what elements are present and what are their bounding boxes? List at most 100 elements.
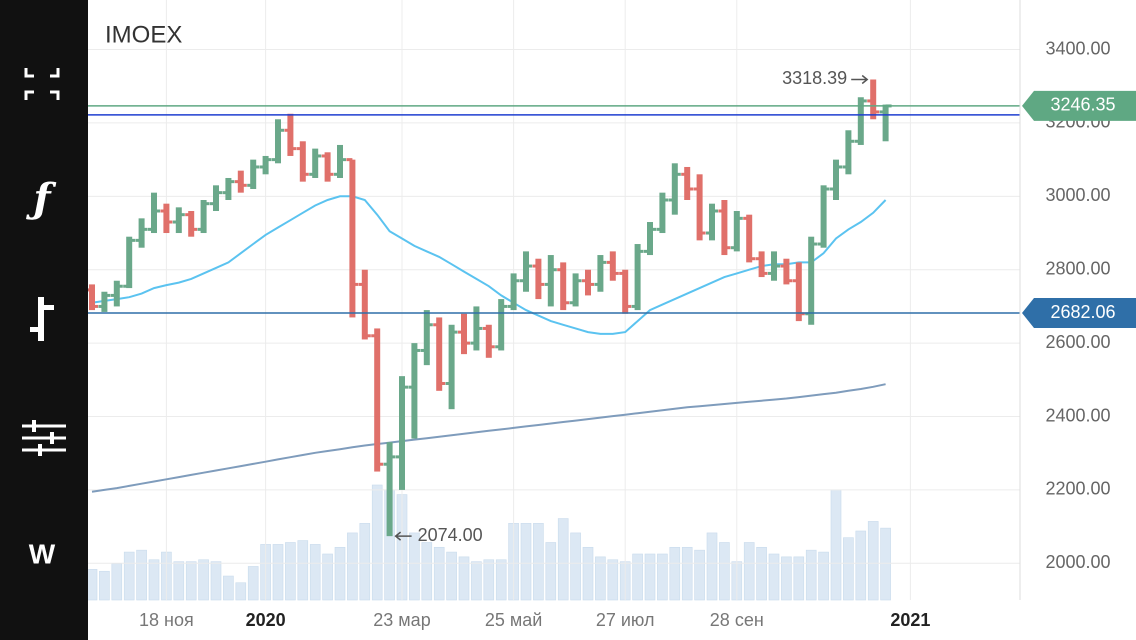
volume-bar [719, 542, 730, 601]
price-range [758, 251, 765, 278]
settings-icon[interactable] [22, 420, 66, 456]
chart-type-icon[interactable] [30, 297, 54, 341]
price-range [175, 207, 182, 234]
price-range [287, 113, 294, 156]
price-range [89, 284, 95, 311]
price-range [262, 155, 269, 175]
fullscreen-icon[interactable] [24, 68, 60, 100]
volume-bar [285, 542, 296, 601]
price-range [882, 104, 889, 142]
price-range [572, 273, 579, 307]
lines-layer [91, 195, 887, 493]
grid-layer [88, 0, 1020, 600]
volume-bar [235, 582, 247, 601]
price-range [423, 310, 430, 366]
toolbar: ƒ W [0, 0, 88, 640]
volume-bar [805, 549, 817, 601]
volume-bar [570, 532, 581, 601]
price-range [399, 376, 405, 490]
volume-bar [409, 532, 420, 601]
volume-bar [669, 546, 681, 601]
price-range [547, 255, 554, 307]
level-label: 3246.35 [1050, 95, 1115, 115]
volume-bar [123, 551, 135, 601]
price-range [337, 144, 343, 178]
x-tick-label: 27 июл [596, 610, 655, 630]
price-range [225, 177, 232, 200]
x-tick-label: 23 мар [373, 610, 430, 630]
volume-bar [198, 559, 209, 601]
volume-bar [185, 561, 197, 601]
volume-bar [446, 551, 457, 601]
price-range [374, 328, 381, 472]
price-range [151, 192, 157, 234]
price-range [101, 291, 108, 312]
volume-bar [644, 553, 656, 601]
price-range [510, 273, 517, 311]
price-range [659, 192, 666, 234]
price-range [188, 211, 195, 237]
price-range [498, 299, 505, 351]
price-range [113, 280, 120, 307]
price-range [709, 203, 715, 241]
volume-bar [867, 521, 879, 601]
volume-bar [830, 489, 842, 601]
volume-bar [880, 527, 891, 601]
price-range [597, 255, 604, 292]
price-range [622, 269, 629, 314]
volume-bar [223, 575, 234, 601]
volume-bar [309, 544, 321, 601]
price-range [485, 324, 492, 358]
volume-bar [421, 542, 433, 601]
annotation-arrow [394, 531, 412, 541]
volume-bar [607, 559, 619, 601]
volume-bar [520, 523, 532, 601]
volume-bar [347, 532, 358, 601]
price-range [684, 166, 691, 200]
price-range [808, 236, 815, 325]
y-tick-label: 2600.00 [1045, 332, 1110, 352]
price-range [411, 343, 418, 439]
price-range [845, 130, 852, 175]
volume-bar [756, 546, 767, 601]
volume-bar [632, 553, 643, 601]
volume-bar [322, 553, 333, 601]
volume-bar [371, 484, 383, 601]
price-range [275, 119, 281, 164]
y-tick-label: 2800.00 [1045, 258, 1110, 278]
background [88, 0, 1136, 640]
price-range [312, 148, 319, 178]
price-range [163, 203, 170, 234]
volume-bar [272, 544, 284, 601]
price-range [671, 163, 678, 215]
annotation-arrow [851, 74, 869, 85]
x-tick-label: 25 май [485, 610, 542, 630]
price-range [833, 159, 839, 200]
volume-bar [818, 551, 829, 601]
price-range [634, 244, 641, 311]
volume-bar [582, 546, 594, 601]
volume-bar [657, 553, 668, 601]
price-range [647, 222, 653, 256]
y-tick-label: 3000.00 [1045, 185, 1110, 205]
period-button[interactable]: W [29, 538, 56, 569]
y-tick-label: 2400.00 [1045, 405, 1110, 425]
price-range [138, 218, 145, 248]
volume-bar [99, 570, 110, 601]
volume-bar [359, 523, 371, 601]
price-range [721, 200, 728, 256]
x-tick-label: 2020 [246, 610, 286, 630]
price-range [200, 200, 207, 234]
price-range [361, 269, 368, 340]
price-range [870, 79, 877, 120]
volume-bar [86, 569, 98, 601]
price-range [324, 152, 331, 182]
volume-bar [210, 561, 222, 601]
price-range [820, 185, 827, 248]
level-label: 2682.06 [1050, 302, 1115, 322]
annotation-label: 2074.00 [418, 525, 483, 545]
price-range [857, 97, 864, 145]
price-range [795, 262, 802, 322]
